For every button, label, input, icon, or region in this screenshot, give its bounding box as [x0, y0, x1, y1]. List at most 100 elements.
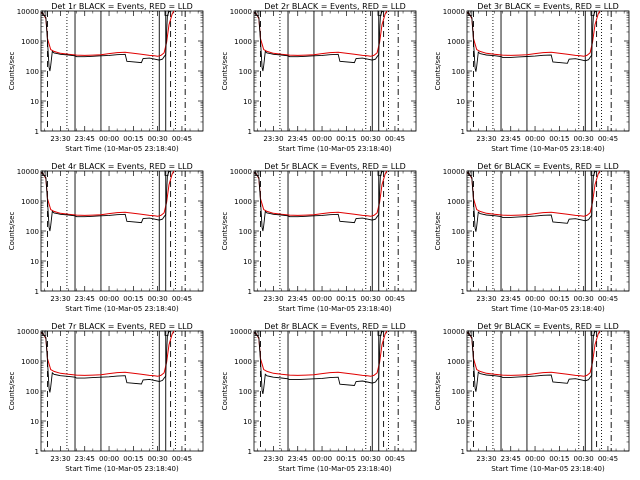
panel-det-2: Det 2r BLACK = Events, RED = LLD 1 10 100 10…	[221, 2, 417, 153]
plot-frame	[253, 10, 417, 132]
x-tick-label: 00:45	[385, 135, 405, 143]
y-tick-label: 100	[452, 228, 465, 236]
x-tick-label: 00:45	[172, 455, 192, 463]
x-tick-label: 23:45	[288, 455, 308, 463]
y-tick-label: 1	[35, 288, 39, 296]
panel-title: Det 9r BLACK = Events, RED = LLD	[477, 322, 619, 331]
x-tick-label: 00:00	[312, 135, 332, 143]
y-tick-label: 10000	[443, 328, 465, 336]
x-tick-label: 00:30	[574, 135, 594, 143]
saturation-bracket	[42, 330, 47, 336]
y-tick-label: 10000	[17, 168, 39, 176]
y-tick-label: 1000	[447, 198, 465, 206]
x-tick-label: 23:45	[501, 135, 521, 143]
y-tick-label: 10	[456, 98, 465, 106]
x-axis-label: Start Time (10-Mar-05 23:18:40)	[278, 305, 392, 313]
plot-frame	[253, 330, 417, 452]
plot-frame	[40, 170, 204, 292]
x-tick-label: 00:00	[99, 455, 119, 463]
y-tick-label: 1	[35, 128, 39, 136]
y-axis-label: Counts/sec	[221, 372, 229, 411]
panel-title: Det 2r BLACK = Events, RED = LLD	[264, 2, 406, 11]
x-tick-label: 23:30	[50, 135, 70, 143]
y-tick-label: 10000	[17, 328, 39, 336]
events-series-line	[466, 10, 597, 72]
y-tick-label: 1	[248, 128, 252, 136]
saturation-bracket	[255, 10, 260, 16]
panel-title: Det 4r BLACK = Events, RED = LLD	[51, 162, 193, 171]
panel-title: Det 1r BLACK = Events, RED = LLD	[51, 2, 193, 11]
saturation-bracket	[590, 10, 595, 16]
x-axis-label: Start Time (10-Mar-05 23:18:40)	[278, 145, 392, 153]
saturation-bracket	[468, 330, 473, 336]
y-axis-label: Counts/sec	[8, 52, 16, 91]
x-tick-label: 23:45	[75, 455, 95, 463]
x-tick-label: 23:45	[75, 295, 95, 303]
x-tick-label: 00:30	[148, 295, 168, 303]
x-axis-label: Start Time (10-Mar-05 23:18:40)	[278, 465, 392, 473]
y-tick-label: 1000	[21, 358, 39, 366]
saturation-bracket	[590, 330, 595, 336]
x-axis-label: Start Time (10-Mar-05 23:18:40)	[491, 465, 605, 473]
events-series-line	[466, 170, 597, 232]
lld-series-line	[466, 330, 601, 377]
y-tick-label: 100	[26, 388, 39, 396]
x-tick-label: 23:45	[501, 455, 521, 463]
y-axis-label: Counts/sec	[221, 52, 229, 91]
x-tick-label: 00:30	[574, 455, 594, 463]
x-tick-label: 23:45	[288, 295, 308, 303]
plot-frame	[40, 10, 204, 132]
y-tick-label: 1	[35, 448, 39, 456]
x-axis-label: Start Time (10-Mar-05 23:18:40)	[491, 145, 605, 153]
y-tick-label: 10	[30, 418, 39, 426]
x-tick-label: 00:45	[598, 135, 618, 143]
y-tick-label: 10	[456, 258, 465, 266]
events-series-line	[40, 10, 171, 72]
y-tick-label: 1	[248, 448, 252, 456]
x-tick-label: 00:15	[549, 455, 569, 463]
y-axis-label: Counts/sec	[434, 52, 442, 91]
panel-det-3: Det 3r BLACK = Events, RED = LLD 1 10 100 10…	[434, 2, 630, 153]
y-tick-label: 100	[452, 388, 465, 396]
panel-det-6: Det 6r BLACK = Events, RED = LLD 1 10 100 10…	[434, 162, 630, 313]
y-tick-label: 10000	[230, 8, 252, 16]
y-tick-label: 10	[30, 258, 39, 266]
x-tick-label: 23:45	[288, 135, 308, 143]
y-tick-label: 100	[239, 68, 252, 76]
x-tick-label: 00:15	[123, 135, 143, 143]
panel-title: Det 7r BLACK = Events, RED = LLD	[51, 322, 193, 331]
y-tick-label: 1	[248, 288, 252, 296]
x-tick-label: 23:30	[263, 455, 283, 463]
saturation-bracket	[377, 170, 382, 176]
y-tick-label: 1000	[234, 358, 252, 366]
y-tick-label: 1000	[447, 358, 465, 366]
y-axis-label: Counts/sec	[434, 372, 442, 411]
saturation-bracket	[42, 170, 47, 176]
x-tick-label: 00:15	[336, 455, 356, 463]
x-tick-label: 00:15	[123, 295, 143, 303]
y-tick-label: 100	[239, 228, 252, 236]
x-tick-label: 23:30	[476, 455, 496, 463]
y-tick-label: 100	[452, 68, 465, 76]
saturation-bracket	[164, 10, 169, 16]
events-series-line	[40, 330, 171, 393]
x-tick-label: 00:00	[99, 135, 119, 143]
y-tick-label: 1000	[234, 38, 252, 46]
y-tick-label: 1000	[234, 198, 252, 206]
x-tick-label: 00:45	[385, 295, 405, 303]
y-tick-label: 10	[243, 418, 252, 426]
x-tick-label: 00:30	[361, 455, 381, 463]
x-axis-label: Start Time (10-Mar-05 23:18:40)	[491, 305, 605, 313]
x-tick-label: 00:15	[123, 455, 143, 463]
y-tick-label: 10000	[443, 8, 465, 16]
plot-frame	[253, 170, 417, 292]
x-tick-label: 00:15	[549, 295, 569, 303]
x-tick-label: 00:30	[148, 455, 168, 463]
saturation-bracket	[468, 10, 473, 16]
panel-title: Det 3r BLACK = Events, RED = LLD	[477, 2, 619, 11]
saturation-bracket	[590, 170, 595, 176]
y-axis-label: Counts/sec	[434, 212, 442, 251]
y-tick-label: 10000	[443, 168, 465, 176]
x-tick-label: 00:00	[525, 135, 545, 143]
x-tick-label: 23:45	[501, 295, 521, 303]
